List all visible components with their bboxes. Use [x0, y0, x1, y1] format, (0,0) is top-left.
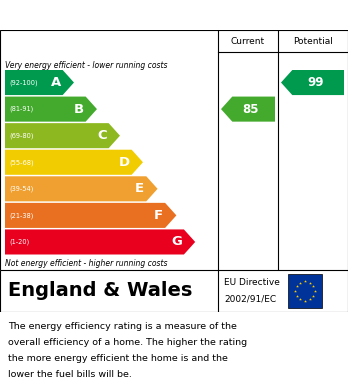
Polygon shape — [5, 176, 158, 201]
Polygon shape — [5, 203, 176, 228]
Bar — [288, 274, 322, 308]
Polygon shape — [5, 97, 97, 122]
Text: Not energy efficient - higher running costs: Not energy efficient - higher running co… — [5, 258, 167, 267]
Text: E: E — [135, 182, 144, 196]
Polygon shape — [5, 70, 74, 95]
Polygon shape — [221, 97, 275, 122]
Text: Energy Efficiency Rating: Energy Efficiency Rating — [8, 7, 210, 23]
Text: Potential: Potential — [293, 36, 333, 45]
Text: Current: Current — [231, 36, 265, 45]
Text: (55-68): (55-68) — [9, 159, 34, 165]
Polygon shape — [281, 70, 344, 95]
Polygon shape — [5, 230, 195, 255]
Text: (39-54): (39-54) — [9, 186, 33, 192]
Text: Very energy efficient - lower running costs: Very energy efficient - lower running co… — [5, 61, 167, 70]
Text: C: C — [97, 129, 107, 142]
Text: lower the fuel bills will be.: lower the fuel bills will be. — [8, 370, 132, 379]
Text: 85: 85 — [243, 102, 259, 116]
Polygon shape — [5, 150, 143, 175]
Text: overall efficiency of a home. The higher the rating: overall efficiency of a home. The higher… — [8, 338, 247, 347]
Text: (92-100): (92-100) — [9, 79, 38, 86]
Text: (81-91): (81-91) — [9, 106, 33, 112]
Text: the more energy efficient the home is and the: the more energy efficient the home is an… — [8, 354, 228, 363]
Text: 99: 99 — [307, 76, 324, 89]
Text: (21-38): (21-38) — [9, 212, 33, 219]
Text: (69-80): (69-80) — [9, 133, 33, 139]
Text: England & Wales: England & Wales — [8, 282, 192, 301]
Text: (1-20): (1-20) — [9, 239, 29, 245]
Text: 2002/91/EC: 2002/91/EC — [224, 294, 276, 303]
Text: D: D — [119, 156, 130, 169]
Text: F: F — [154, 209, 163, 222]
Text: G: G — [171, 235, 182, 248]
Polygon shape — [5, 123, 120, 148]
Text: EU Directive: EU Directive — [224, 278, 280, 287]
Text: B: B — [73, 102, 84, 116]
Text: The energy efficiency rating is a measure of the: The energy efficiency rating is a measur… — [8, 322, 237, 331]
Text: A: A — [50, 76, 61, 89]
